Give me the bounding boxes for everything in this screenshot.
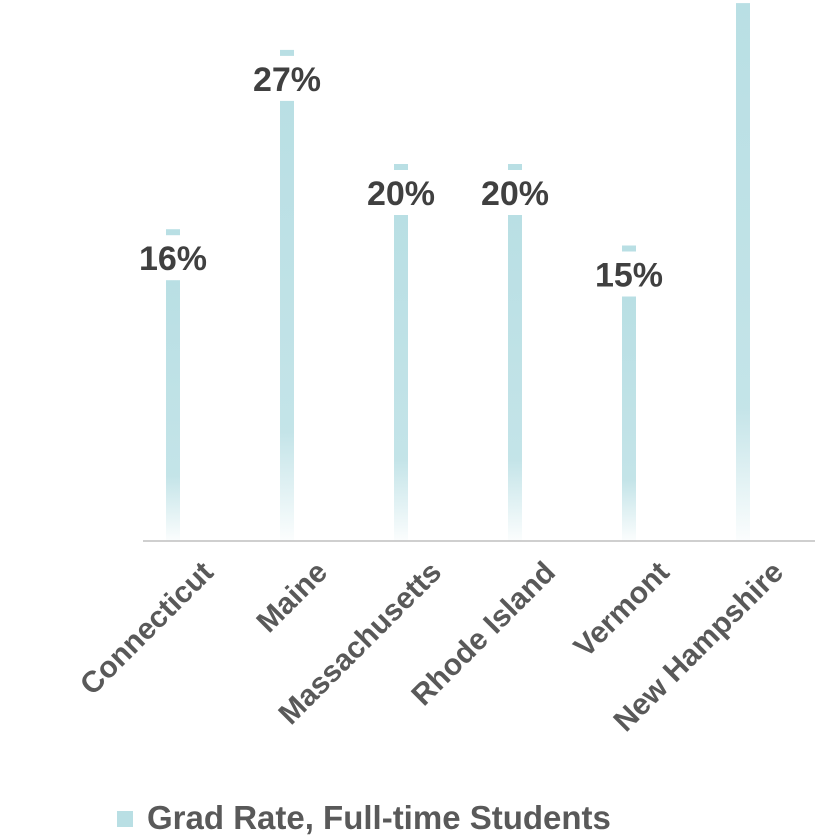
data-label: 20% — [367, 175, 435, 213]
bar-new-hampshire — [736, 3, 750, 542]
bar-vermont — [622, 296, 636, 541]
bar-rhode-island — [508, 215, 522, 541]
legend-swatch — [117, 811, 133, 827]
bar-cap-connecticut — [166, 229, 180, 236]
bar-connecticut — [166, 280, 180, 541]
legend: Grad Rate, Full-time Students — [117, 799, 611, 836]
category-label: Maine — [250, 556, 333, 639]
bars: 16% 27% 20% 20% 15% 33% — [139, 0, 777, 542]
bar-cap-vermont — [622, 245, 636, 252]
category-label: Connecticut — [74, 556, 220, 702]
bar-cap-massachusetts — [394, 164, 408, 170]
bar-maine — [280, 100, 294, 542]
bar-cap-rhode-island — [508, 164, 522, 170]
data-label: 27% — [253, 61, 321, 99]
category-label: Vermont — [568, 556, 676, 664]
data-label: 16% — [139, 240, 207, 278]
data-label: 33% — [709, 0, 777, 1]
bar-cap-maine — [280, 49, 294, 56]
legend-label: Grad Rate, Full-time Students — [147, 799, 611, 836]
bar-massachusetts — [394, 215, 408, 541]
data-label: 15% — [595, 257, 663, 295]
data-label: 20% — [481, 175, 549, 213]
